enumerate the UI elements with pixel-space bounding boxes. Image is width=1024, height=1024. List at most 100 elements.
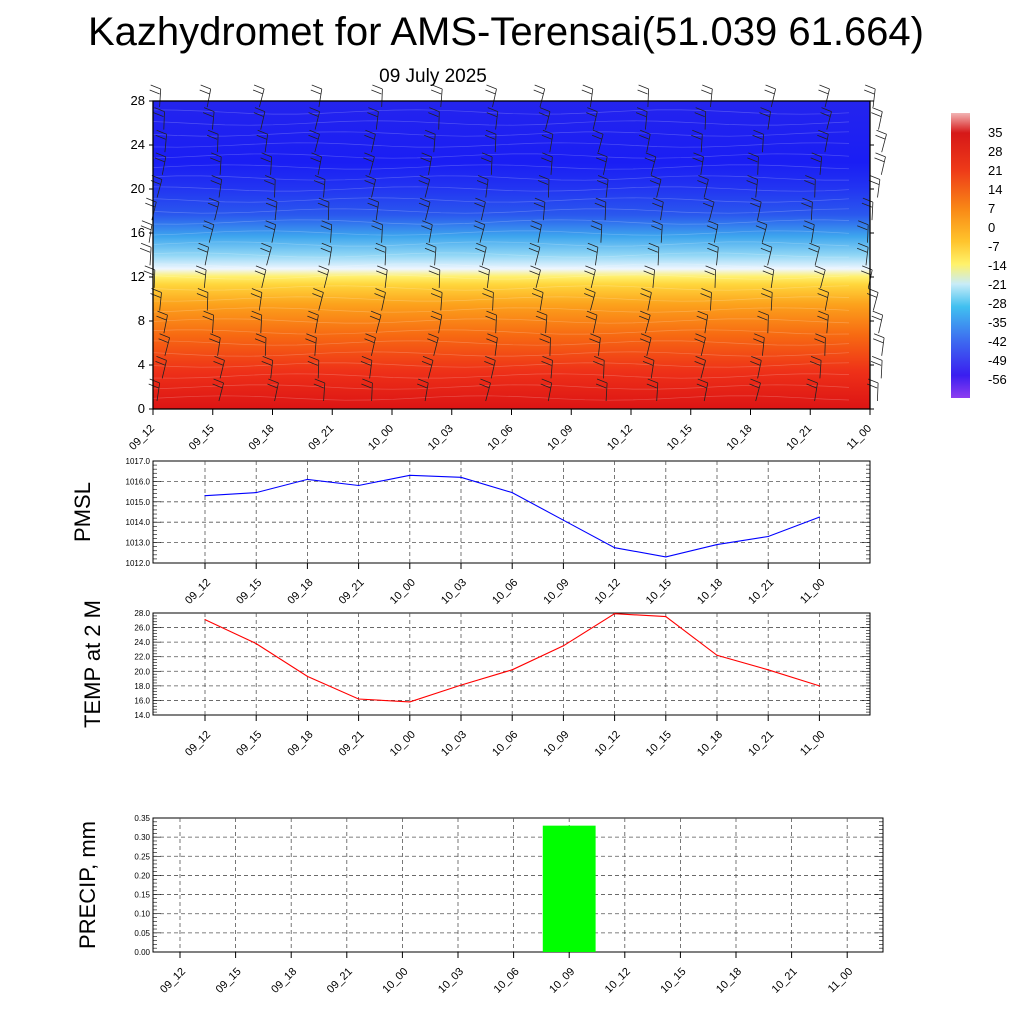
- x-tick-label: 10_06: [490, 577, 520, 607]
- wind-barb: [702, 197, 715, 221]
- contour-line: [152, 208, 850, 214]
- wind-barb: [265, 197, 278, 221]
- wind-barbs-group: [139, 84, 887, 402]
- wind-barb: [589, 333, 601, 356]
- wind-barb: [264, 175, 276, 198]
- wind-barb: [256, 129, 269, 153]
- wind-barb: [267, 378, 279, 402]
- y-tick-label: 0.35: [134, 814, 150, 823]
- wind-barb: [593, 356, 605, 379]
- wind-barb: [364, 175, 376, 198]
- contour-line: [152, 153, 850, 159]
- wind-barb: [649, 175, 662, 198]
- wind-barb: [475, 242, 487, 266]
- contour-line: [152, 263, 850, 269]
- x-tick-label: 09_12: [183, 577, 213, 607]
- y-tick-label: 20.0: [134, 667, 150, 676]
- wind-barb: [371, 220, 383, 243]
- wind-barb: [313, 175, 326, 198]
- precip-panel: 0.00 0.05 0.10 0.15 0.20 0.25 0.30 0.35 09_12 09_…: [75, 814, 884, 996]
- contour-line: [152, 131, 850, 137]
- wind-barb: [485, 84, 497, 108]
- y-tick-label: 16: [131, 225, 145, 240]
- wind-barb: [691, 129, 703, 153]
- wind-barb: [154, 152, 167, 175]
- wind-barb: [817, 129, 829, 153]
- wind-barb: [156, 310, 168, 334]
- precip-bar: [542, 825, 596, 952]
- x-tick-label: 10_00: [380, 966, 410, 996]
- y-tick-label: 22.0: [134, 653, 150, 662]
- y-axis-label: PMSL: [70, 482, 95, 542]
- wind-barb: [755, 220, 768, 243]
- y-tick-label: 0.15: [134, 891, 150, 900]
- wind-barb: [801, 197, 813, 221]
- data-point: [665, 556, 667, 558]
- wind-barb: [541, 356, 553, 379]
- wind-barb: [486, 107, 499, 130]
- wind-barb: [421, 220, 433, 243]
- wind-barb: [539, 333, 551, 356]
- data-point: [716, 654, 718, 656]
- wind-barb: [313, 378, 326, 402]
- x-tick-label: 09_21: [337, 577, 367, 607]
- x-tick-label: 10_09: [545, 423, 575, 453]
- wind-barb: [814, 265, 826, 289]
- wind-barb: [753, 333, 765, 356]
- x-tick-label: 11_00: [826, 966, 856, 996]
- data-point: [614, 547, 616, 549]
- wind-barb: [254, 265, 267, 288]
- data-point: [409, 701, 411, 703]
- wind-barb: [700, 288, 712, 311]
- wind-barb: [584, 288, 596, 311]
- wind-barb: [417, 378, 429, 402]
- colorbar-label: 14: [988, 182, 1002, 197]
- x-tick-label: 10_06: [492, 966, 522, 996]
- x-tick-label: 10_21: [746, 729, 776, 759]
- wind-barb: [647, 242, 660, 266]
- colorbar-label: -42: [988, 334, 1007, 349]
- wind-barb: [644, 152, 657, 175]
- wind-barb: [252, 84, 265, 108]
- contour-line: [152, 362, 850, 368]
- data-point: [409, 474, 411, 476]
- x-tick-label: 09_15: [214, 966, 244, 996]
- data-point: [716, 544, 718, 546]
- contour-line: [152, 351, 850, 357]
- wind-barb: [210, 152, 222, 175]
- wind-barb: [871, 107, 883, 130]
- wind-barb: [586, 107, 598, 130]
- x-tick-label: 10_00: [388, 729, 418, 759]
- wind-barb: [706, 220, 719, 243]
- wind-barb: [541, 152, 553, 175]
- contour-line: [152, 175, 849, 181]
- wind-barb: [206, 129, 219, 153]
- wind-barb: [153, 107, 165, 130]
- wind-barb: [538, 107, 551, 130]
- x-tick-label: 10_12: [593, 729, 623, 759]
- wind-barb: [363, 152, 375, 175]
- wind-barb: [639, 129, 651, 153]
- x-tick-label: 10_09: [541, 577, 571, 607]
- x-tick-label: 09_12: [158, 966, 188, 996]
- wind-barb: [857, 220, 869, 243]
- wind-barb: [310, 152, 322, 175]
- wind-barb: [305, 333, 317, 356]
- wind-barb: [635, 107, 648, 130]
- temp-panel: 14.0 16.0 18.0 20.0 22.0 24.0 26.0 28.0 09_12 09_…: [80, 600, 871, 759]
- wind-barb: [202, 107, 215, 130]
- wind-barb: [424, 242, 437, 266]
- wind-barb: [308, 129, 320, 153]
- x-tick-label: 10_03: [439, 729, 469, 759]
- wind-barb: [418, 197, 431, 221]
- colorbar-label: 7: [988, 201, 995, 216]
- wind-barb: [757, 310, 769, 334]
- colorbar-label: 35: [988, 125, 1002, 140]
- wind-barb: [430, 288, 443, 311]
- x-tick-label: 11_00: [798, 577, 828, 607]
- wind-barb: [260, 152, 272, 175]
- contour-line: [152, 164, 850, 170]
- contour-line: [152, 219, 850, 225]
- wind-barb: [694, 333, 706, 356]
- x-tick-label: 09_12: [127, 423, 157, 453]
